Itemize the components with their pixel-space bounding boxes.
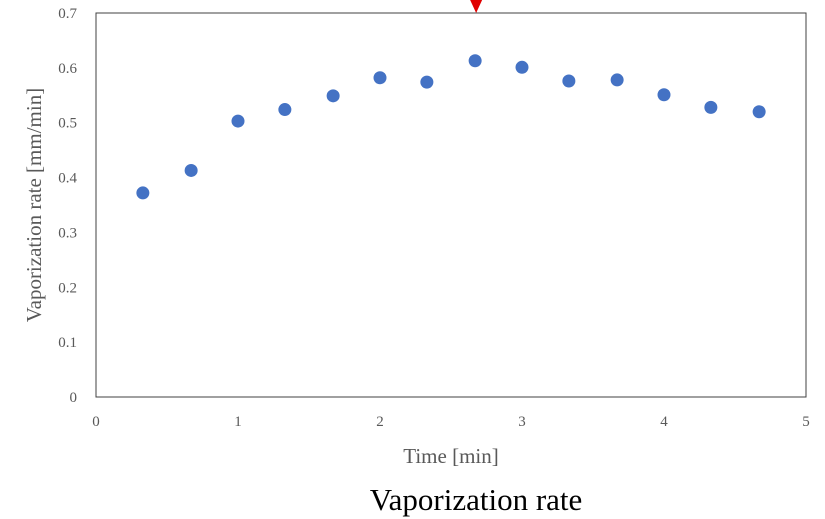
data-point [562, 74, 576, 88]
y-tick-label: 0.2 [58, 280, 77, 296]
data-point [657, 88, 671, 102]
data-point [184, 163, 198, 177]
data-point [752, 105, 766, 119]
y-axis-title: Vaporization rate [mm/min] [22, 88, 46, 322]
data-point [515, 60, 529, 74]
y-tick-label: 0.3 [58, 225, 77, 241]
indicator-marker [470, 0, 483, 13]
data-point [704, 100, 718, 114]
tick-labels: 0 1 2 3 4 5 0 0.1 0.2 0.3 0.4 0.5 0.6 0.7 [58, 6, 810, 430]
y-tick-label: 0.4 [58, 171, 77, 187]
data-point [420, 75, 434, 89]
y-tick-label: 0.1 [58, 335, 77, 351]
data-point [610, 73, 624, 87]
indicator-arrow-icon [470, 0, 483, 13]
y-tick-label: 0.6 [58, 61, 77, 77]
data-point [326, 89, 340, 103]
x-tick-label: 4 [660, 414, 668, 430]
data-point [468, 54, 482, 68]
data-point [231, 114, 245, 128]
x-tick-label: 3 [518, 414, 526, 430]
plot-frame [95, 12, 807, 398]
data-point [373, 71, 387, 85]
y-tick-label: 0 [70, 390, 78, 406]
data-points [136, 54, 766, 200]
data-point [278, 103, 292, 117]
figure-caption: Vaporization rate [370, 482, 583, 517]
x-tick-label: 5 [802, 414, 810, 430]
axes [95, 12, 807, 398]
x-tick-label: 0 [92, 414, 100, 430]
x-tick-label: 2 [376, 414, 384, 430]
x-axis-title: Time [min] [403, 444, 498, 468]
x-tick-label: 1 [234, 414, 242, 430]
y-tick-label: 0.5 [58, 116, 77, 132]
y-tick-label: 0.7 [58, 6, 77, 22]
data-point [136, 186, 150, 200]
